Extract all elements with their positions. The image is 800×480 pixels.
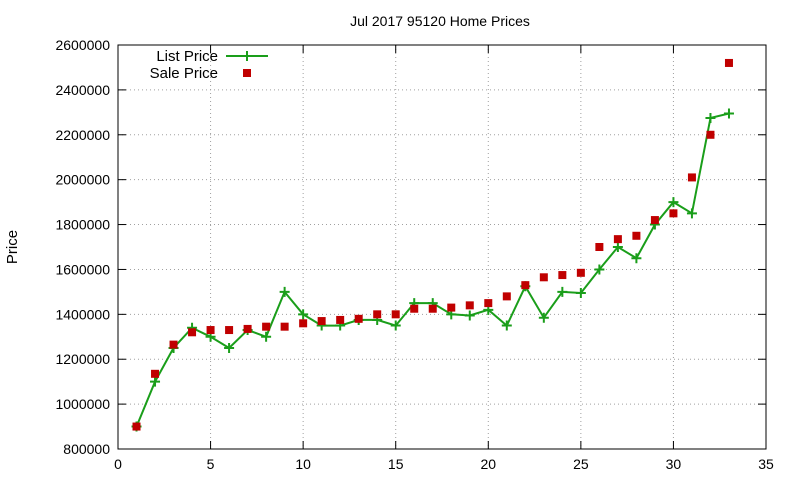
sale-price-point (447, 303, 456, 312)
y-tick-label: 1400000 (55, 306, 110, 322)
sale-price-point (188, 328, 197, 337)
list-price-point (150, 376, 161, 387)
list-price-point (279, 286, 290, 297)
list-price-point (224, 343, 235, 353)
list-price-point (575, 288, 586, 299)
y-axis-label: Price (4, 230, 21, 264)
list-price-point (631, 253, 642, 264)
legend-swatch-square (243, 69, 251, 77)
list-price-point (261, 331, 272, 342)
list-price-point (705, 112, 716, 123)
sale-price-point (299, 319, 308, 328)
y-tick-label: 1200000 (55, 351, 110, 367)
sale-price-point (465, 301, 474, 310)
list-price-point (686, 208, 697, 219)
list-price-point (612, 242, 623, 252)
sale-price-point (373, 310, 382, 319)
sale-price-point (336, 315, 345, 324)
series-layer (131, 58, 734, 432)
sale-price-point (391, 310, 400, 319)
axis-ticks: 800000 1000000 1200000 1400000 1600000 180000… (55, 37, 774, 472)
sale-price-point (280, 322, 289, 331)
y-tick-label: 1800000 (55, 217, 110, 233)
y-tick-label: 800000 (63, 441, 110, 457)
grid-lines (118, 45, 766, 449)
x-tick-label: 5 (207, 456, 215, 472)
x-tick-label: 35 (758, 456, 774, 472)
sale-price-point (613, 235, 622, 244)
sale-price-point (132, 422, 141, 431)
sale-price-point (502, 292, 511, 301)
list-price-point (390, 320, 401, 331)
x-tick-label: 30 (666, 456, 682, 472)
sale-price-point (428, 304, 437, 313)
sale-price-point (262, 322, 271, 331)
list-price-point (464, 310, 475, 321)
list-price-point (557, 286, 568, 297)
x-tick-label: 25 (573, 456, 589, 472)
x-tick-label: 10 (295, 456, 311, 472)
list-price-series (131, 108, 734, 432)
y-tick-label: 2600000 (55, 37, 110, 53)
sale-price-point (706, 130, 715, 139)
sale-price-point (650, 216, 659, 225)
sale-price-point (632, 231, 641, 240)
sale-price-point (169, 340, 178, 349)
sale-price-point (724, 58, 733, 67)
sale-price-point (521, 281, 530, 290)
sale-price-point (576, 268, 585, 277)
y-tick-label: 2200000 (55, 127, 110, 143)
x-tick-label: 15 (388, 456, 404, 472)
y-tick-label: 2000000 (55, 172, 110, 188)
list-price-point (723, 108, 734, 119)
sale-price-point (243, 324, 252, 333)
plot-frame (117, 44, 767, 450)
x-tick-label: 0 (114, 456, 122, 472)
sale-price-point (225, 326, 234, 335)
list-price-point (298, 309, 309, 320)
list-price-point (501, 320, 512, 331)
sale-price-point (484, 299, 493, 308)
legend-label: Sale Price (150, 65, 218, 82)
sale-price-point (206, 326, 215, 335)
y-tick-label: 1000000 (55, 396, 110, 412)
sale-price-point (151, 369, 160, 378)
sale-price-point (354, 314, 363, 323)
sale-price-point (410, 304, 419, 313)
sale-price-point (558, 271, 567, 280)
y-tick-label: 1600000 (55, 261, 110, 277)
y-tick-label: 2400000 (55, 82, 110, 98)
x-tick-label: 20 (480, 456, 496, 472)
sale-price-point (687, 173, 696, 182)
sale-price-point (317, 317, 326, 326)
list-price-point (668, 197, 679, 208)
sale-price-series (132, 58, 733, 431)
list-price-line (135, 112, 730, 427)
legend-label: List Price (156, 48, 218, 65)
list-price-point (594, 264, 605, 275)
list-price-point (538, 312, 549, 323)
legend-swatch-plus (242, 51, 252, 61)
chart-title: Jul 2017 95120 Home Prices (350, 13, 530, 29)
sale-price-point (539, 273, 548, 282)
sale-price-point (669, 209, 678, 218)
sale-price-point (595, 243, 604, 251)
